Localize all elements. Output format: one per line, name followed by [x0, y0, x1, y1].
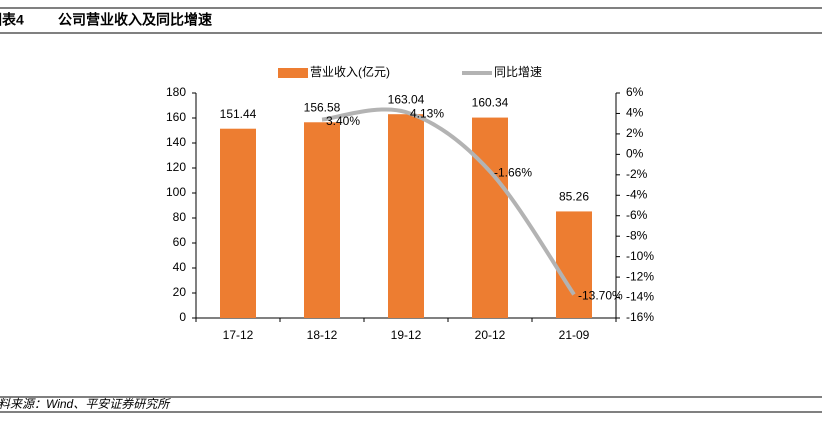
chart-title: 公司营业收入及同比增速 [58, 12, 212, 28]
bar-value-label: 160.34 [472, 96, 509, 110]
y2-tick-label: 0% [626, 147, 644, 161]
x-tick-label: 17-12 [223, 328, 254, 342]
bar [304, 122, 340, 319]
line [321, 107, 576, 296]
bar-value-label: 85.26 [559, 190, 589, 204]
legend-label: 同比增速 [494, 65, 542, 79]
bar [556, 211, 592, 318]
bar-value-label: 163.04 [388, 92, 425, 106]
y2-tick-label: 6% [626, 85, 644, 99]
line-value-label: -1.66% [494, 166, 532, 180]
y-tick-label: 60 [173, 235, 187, 249]
y-tick-label: 140 [166, 135, 186, 149]
figure-label: 图表4 [0, 12, 24, 28]
x-tick-label: 19-12 [391, 328, 422, 342]
y2-tick-label: -2% [626, 167, 648, 181]
bar-value-label: 151.44 [220, 107, 257, 121]
y2-tick-label: -14% [626, 290, 654, 304]
y2-tick-label: 2% [626, 126, 644, 140]
y2-tick-label: -6% [626, 208, 648, 222]
bar [220, 128, 256, 318]
bar [472, 117, 508, 318]
x-tick-label: 18-12 [307, 328, 338, 342]
source-note: 资料来源：Wind、平安证券研究所 [0, 397, 171, 411]
line-value-label: 4.13% [410, 106, 444, 120]
y-tick-label: 40 [173, 260, 187, 274]
y2-tick-label: -16% [626, 310, 654, 324]
legend-label: 营业收入(亿元) [310, 64, 390, 79]
x-tick-label: 20-12 [475, 328, 506, 342]
y-tick-label: 120 [166, 160, 186, 174]
y-tick-label: 80 [173, 210, 187, 224]
bar [388, 114, 424, 318]
y2-tick-label: -4% [626, 187, 648, 201]
legend-swatch [278, 68, 308, 78]
y2-tick-label: -10% [626, 249, 654, 263]
y2-tick-label: 4% [626, 106, 644, 120]
x-tick-label: 21-09 [559, 328, 590, 342]
y-tick-label: 160 [166, 110, 186, 124]
y-tick-label: 20 [173, 285, 187, 299]
y-tick-label: 180 [166, 85, 186, 99]
line-value-label: -13.70% [578, 289, 623, 303]
line-value-label: 3.40% [326, 114, 360, 128]
y-tick-label: 0 [179, 310, 186, 324]
y-tick-label: 100 [166, 185, 186, 199]
y2-tick-label: -8% [626, 228, 648, 242]
bar-value-label: 156.58 [304, 100, 341, 114]
y2-tick-label: -12% [626, 269, 654, 283]
